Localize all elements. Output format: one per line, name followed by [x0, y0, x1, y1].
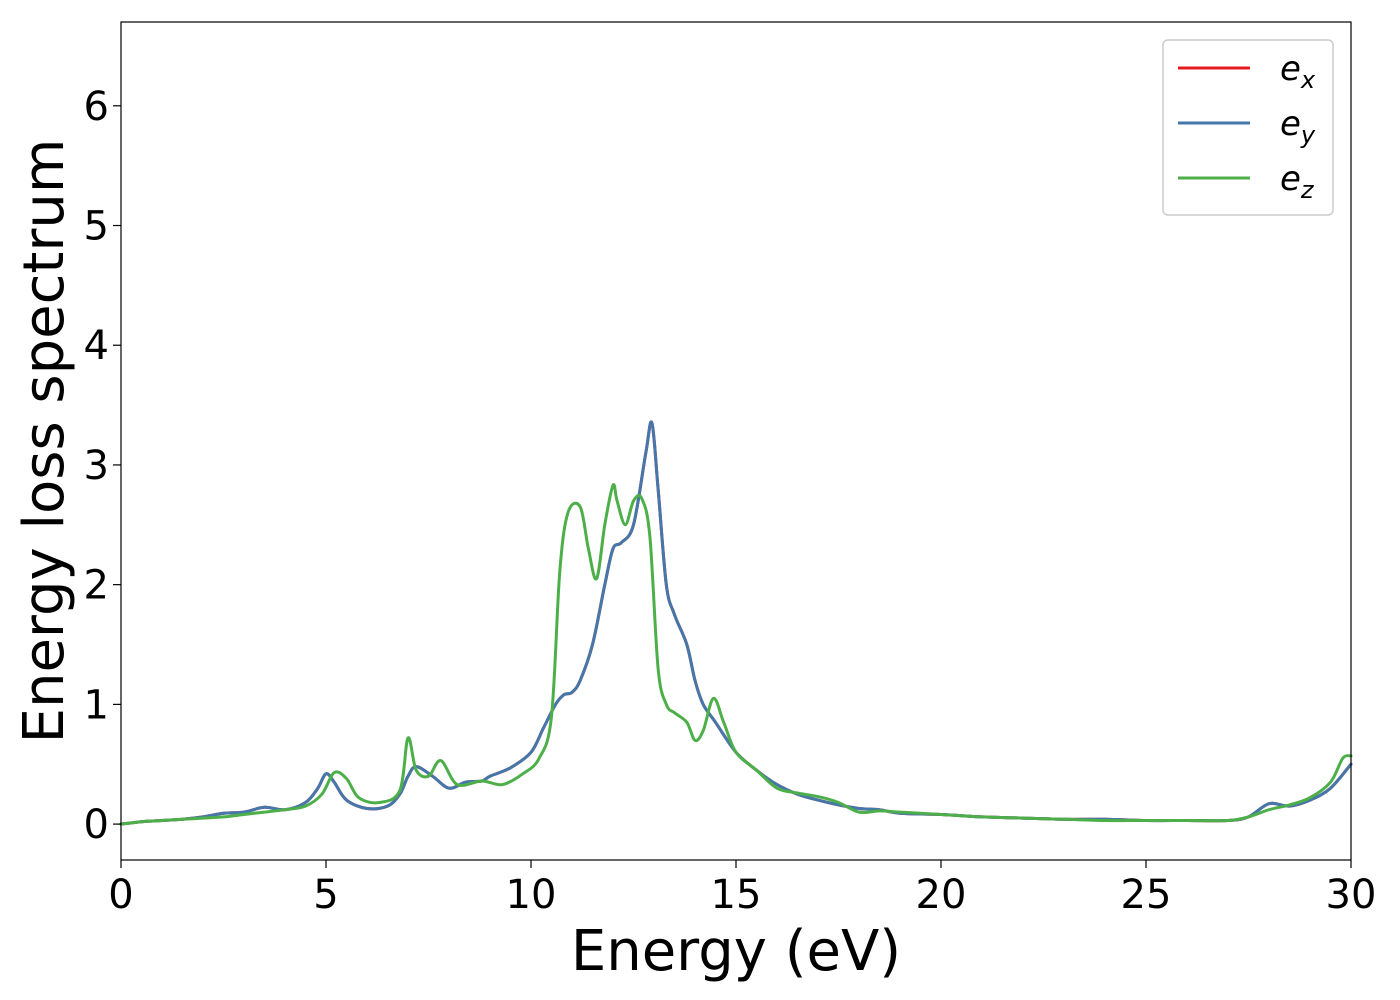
plot-lines — [119, 420, 1353, 826]
y-ticks: 0 1 2 3 4 5 6 — [84, 84, 121, 848]
x-tick-label: 10 — [506, 872, 557, 918]
y-axis-label: Energy loss spectrum — [12, 139, 77, 744]
legend-label-z: ez — [1280, 159, 1315, 204]
x-tick-label: 15 — [711, 872, 762, 918]
series-line-y — [119, 420, 1353, 826]
y-tick-label: 5 — [84, 204, 109, 250]
x-tick-label: 20 — [916, 872, 967, 918]
x-tick-label: 25 — [1121, 872, 1172, 918]
y-tick-label: 4 — [84, 323, 109, 369]
legend-box — [1162, 39, 1334, 216]
series-line-x — [119, 420, 1353, 826]
plot-frame — [120, 21, 1352, 861]
x-tick-label: 5 — [313, 872, 338, 918]
y-tick-label: 2 — [84, 563, 109, 609]
legend-label-y: ey — [1280, 104, 1316, 149]
y-tick-label: 0 — [84, 802, 109, 848]
x-ticks: 0 5 10 15 20 25 30 — [108, 860, 1376, 918]
legend: ex ey ez — [1162, 39, 1334, 216]
x-tick-label: 30 — [1326, 872, 1377, 918]
y-tick-label: 1 — [84, 682, 109, 728]
legend-label-x: ex — [1280, 49, 1316, 94]
x-axis-label: Energy (eV) — [571, 919, 901, 984]
y-tick-label: 6 — [84, 84, 109, 130]
series-line-z — [119, 483, 1353, 826]
x-tick-label: 0 — [108, 872, 133, 918]
y-tick-label: 3 — [84, 443, 109, 489]
